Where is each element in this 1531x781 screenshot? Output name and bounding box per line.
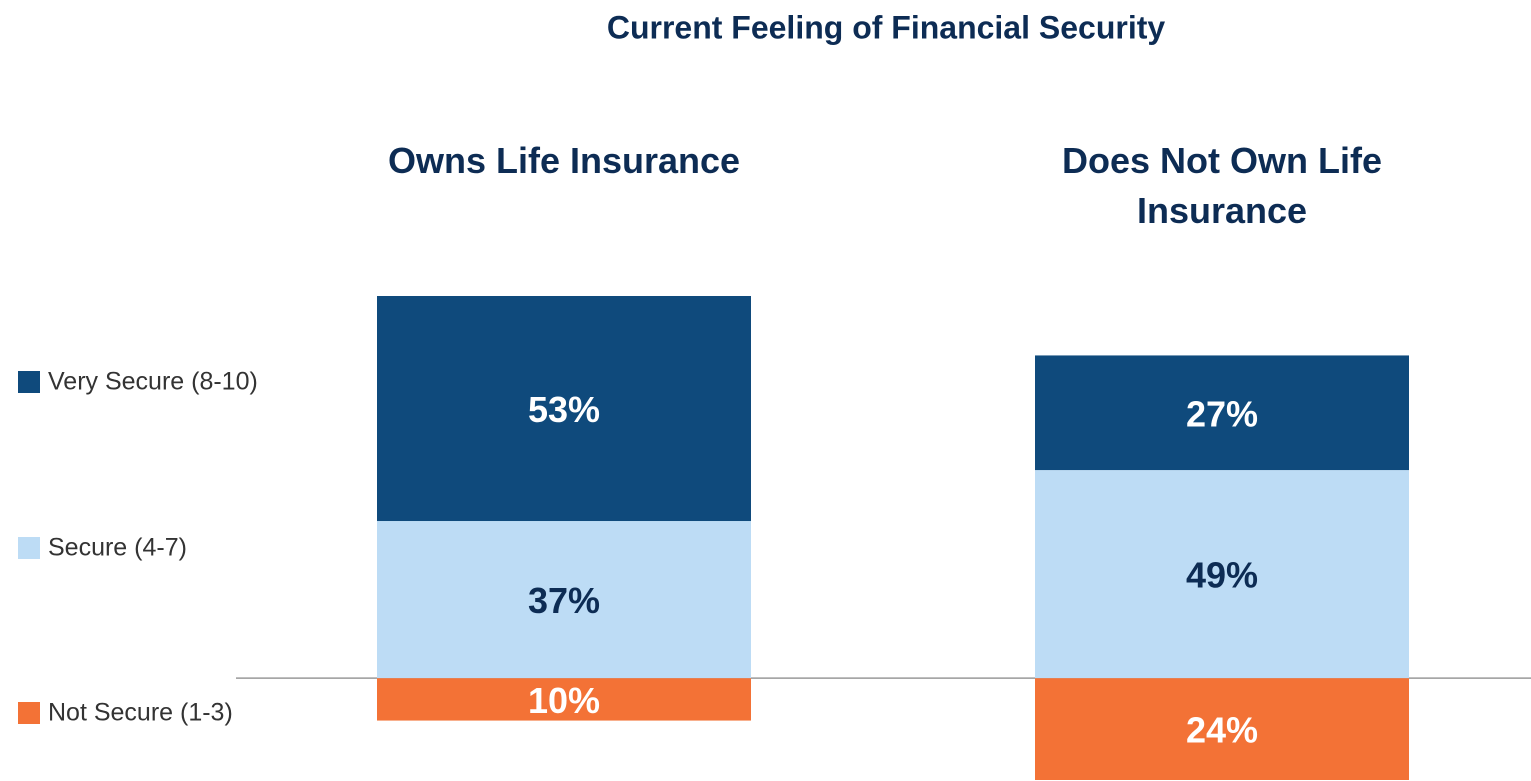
bar-segment <box>377 678 751 721</box>
bar-segment <box>1035 355 1409 471</box>
value-label: 27% <box>1186 393 1258 434</box>
category-label: Does Not Own Life Insurance <box>1061 140 1382 231</box>
value-label: 53% <box>528 389 600 430</box>
legend-swatch <box>18 537 40 559</box>
value-label: 37% <box>528 580 600 621</box>
legend-label: Secure (4-7) <box>48 534 187 562</box>
bar-segment <box>1035 678 1409 780</box>
value-label: 24% <box>1186 710 1258 751</box>
legend-swatch <box>18 371 40 393</box>
value-label: 10% <box>528 680 600 721</box>
value-label: 49% <box>1186 555 1258 596</box>
bar-segment <box>377 296 751 522</box>
bar-segment <box>1035 470 1409 679</box>
chart-title: Current Feeling of Financial Security <box>607 9 1166 45</box>
legend-swatch <box>18 702 40 724</box>
legend-label: Not Secure (1-3) <box>48 699 233 727</box>
bar-segment <box>377 521 751 679</box>
category-label: Owns Life Insurance <box>387 140 741 181</box>
legend-label: Very Secure (8-10) <box>48 368 258 396</box>
